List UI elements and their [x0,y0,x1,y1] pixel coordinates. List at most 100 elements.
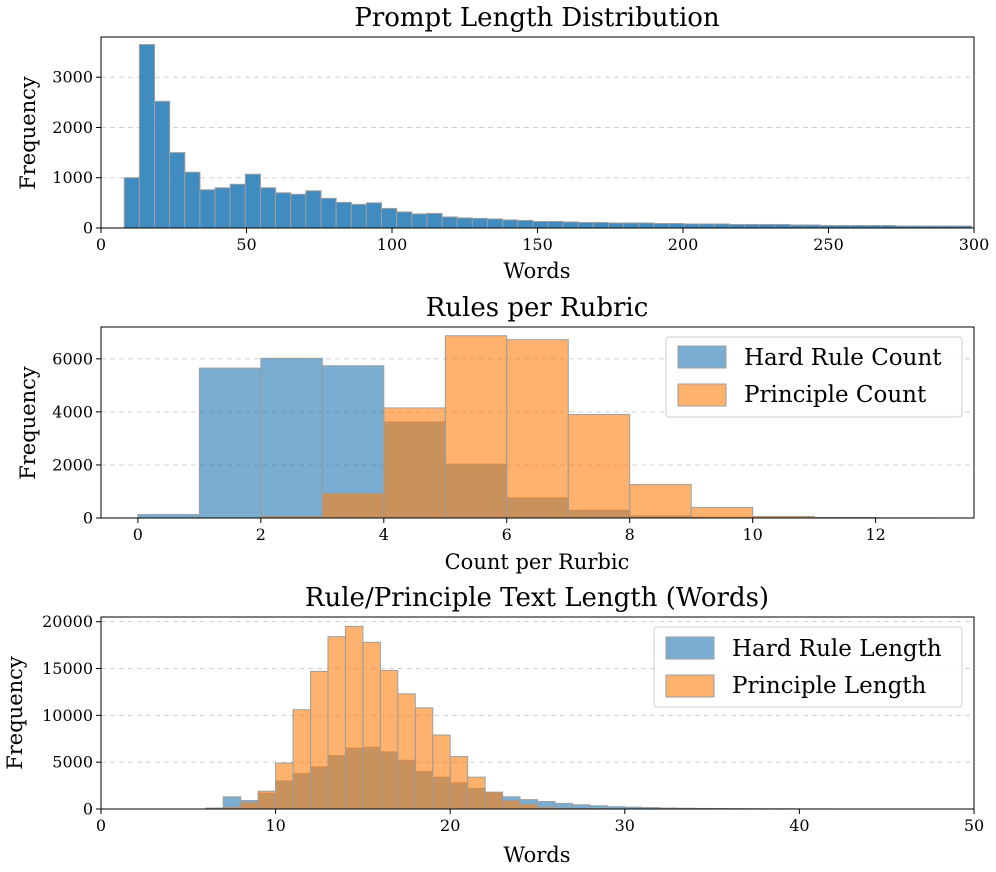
x-tick-label: 0 [96,235,106,254]
plot-frame [100,616,975,810]
x-tick-label: 300 [959,235,990,254]
bar-prompt-length [381,207,398,229]
bar-prompt-length [759,223,776,229]
x-tick-label: 2 [256,525,266,544]
bar-prompt-length [698,223,715,229]
y-axis-label: Frequency [3,656,27,770]
bar-prompt-length [713,223,731,229]
bar-prompt-length [169,152,186,229]
bar-prompt-length [229,183,246,229]
x-axis-label: Words [503,259,570,283]
x-tick-label: 40 [789,816,809,835]
y-axis-label: Frequency [16,366,40,480]
y-tick-label: 2000 [52,118,93,137]
y-axis-label: Frequency [16,76,40,190]
legend-box [653,626,963,708]
legend: Hard Rule Length Principle Length [653,626,963,708]
x-tick-label: 12 [865,525,885,544]
bar-hard-rule-count [198,367,262,519]
bar-principle-length [257,790,277,810]
bar-prompt-length [320,197,337,229]
bar-prompt-length [608,222,625,229]
bar-prompt-length [350,203,367,229]
x-tick-label: 250 [813,235,844,254]
bar-prompt-length [683,223,700,229]
bar-principle-count [690,506,754,519]
bar-prompt-length [653,222,670,229]
x-tick-label: 0 [133,525,143,544]
x-tick-label: 4 [379,525,389,544]
y-tick-label: 1000 [52,168,93,187]
bar-principle-length [310,670,329,810]
bar-prompt-length [259,187,277,229]
bar-principle-length [502,800,521,810]
bar-prompt-length [244,173,261,229]
bar-prompt-length [668,222,685,229]
bar-hard-rule-count [137,514,200,519]
bar-principle-length [379,669,399,810]
chart-title: Prompt Length Distribution [354,3,720,33]
bar-principle-length [519,803,538,810]
chart-title: Rule/Principle Text Length (Words) [305,583,769,613]
bar-prompt-length [365,202,383,229]
bar-prompt-length [335,201,352,229]
x-tick-label: 10 [742,525,762,544]
y-tick-label: 10000 [42,706,93,725]
y-tick-label: 2000 [52,455,93,474]
bar-principle-length [467,776,486,810]
bar-prompt-length [729,223,746,229]
bar-prompt-length [275,192,292,229]
bar-prompt-length [411,213,428,229]
bar-prompt-length [517,219,534,229]
bar-prompt-length [290,193,307,229]
bar-prompt-length [532,220,549,229]
legend-label-hard-rule-length: Hard Rule Length [732,636,942,662]
bar-prompt-length [441,216,458,229]
bar-prompt-length [396,211,413,229]
bar-principle-length [484,791,504,810]
legend-label-hard-rule-count: Hard Rule Count [744,345,942,371]
y-tick-label: 6000 [52,349,93,368]
bar-prompt-length [592,221,610,229]
x-tick-label: 150 [522,235,553,254]
bar-principle-length [414,707,434,810]
x-tick-label: 50 [236,235,256,254]
bar-prompt-length [123,177,140,229]
bar-principle-length [362,641,381,810]
x-tick-label: 8 [625,525,635,544]
x-tick-label: 0 [96,816,106,835]
y-tick-label: 0 [83,800,93,819]
x-axis-label: Words [503,843,570,867]
legend-label-principle-length: Principle Length [732,673,927,699]
bar-principle-length [327,636,346,810]
bar-prompt-length [547,220,564,229]
bar-prompt-length [502,219,519,229]
bar-principle-count [629,484,692,519]
plot-frame [100,326,975,519]
bar-prompt-length [456,217,473,229]
x-tick-label: 20 [440,816,460,835]
bar-hard-rule-count [321,365,385,519]
bar-prompt-length [774,223,791,229]
bar-principle-count [321,492,385,519]
legend-label-principle-count: Principle Count [744,382,927,408]
chart-prompt-length: Prompt Length Distribution 0 1000 2000 3000… [16,3,989,283]
bar-principle-count [567,414,631,519]
x-tick-label: 6 [502,525,512,544]
y-tick-label: 3000 [52,68,93,87]
y-tick-label: 15000 [42,659,93,678]
y-tick-label: 4000 [52,402,93,421]
legend-box [665,336,963,418]
x-tick-label: 50 [964,816,984,835]
y-tick-label: 5000 [52,753,93,772]
x-tick-label: 100 [377,235,408,254]
y-tick-label: 20000 [42,612,93,631]
bar-prompt-length [426,212,443,229]
x-tick-label: 30 [615,816,635,835]
legend: Hard Rule Count Principle Count [665,336,963,418]
bar-principle-length [344,625,364,810]
bar-principle-count [444,335,508,519]
bar-principle-length [449,756,469,810]
